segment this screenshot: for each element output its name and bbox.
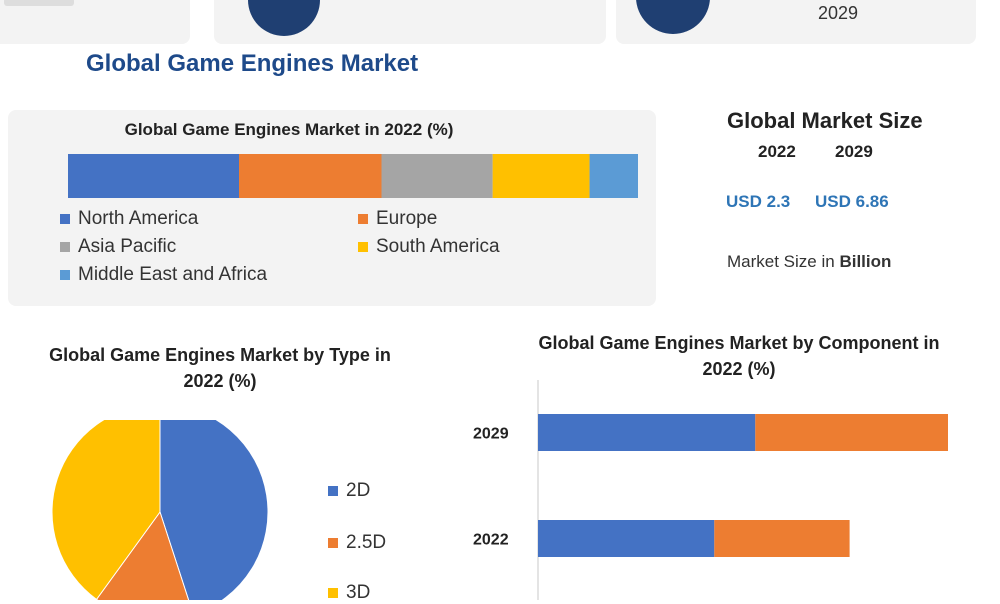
legend-label: Europe bbox=[376, 208, 438, 229]
legend-label: 2.5D bbox=[346, 532, 387, 553]
badge-circle-icon bbox=[636, 0, 710, 34]
component-bar-segment bbox=[714, 520, 850, 557]
region-bar-segment bbox=[381, 154, 493, 198]
component-category-label: 2022 bbox=[473, 532, 509, 549]
component-bar-segment bbox=[538, 414, 756, 451]
component-category-label: 2029 bbox=[473, 426, 509, 443]
type-chart-title: Global Game Engines Market by Type in 20… bbox=[49, 345, 391, 391]
market-size-year-2029: 2029 bbox=[835, 142, 873, 161]
component-bar-segment bbox=[755, 414, 948, 451]
legend-middle-east-africa: Middle East and Africa bbox=[60, 264, 267, 286]
legend-swatch bbox=[60, 270, 70, 280]
legend-europe: Europe bbox=[358, 208, 437, 230]
legend-2d: 2D bbox=[328, 480, 370, 502]
region-bar-segment bbox=[68, 154, 239, 198]
page-title: Global Game Engines Market bbox=[86, 50, 419, 77]
legend-label: Middle East and Africa bbox=[78, 264, 268, 285]
badge-circle-icon bbox=[248, 0, 320, 36]
legend-swatch bbox=[358, 214, 368, 224]
component-chart-title: Global Game Engines Market by Component … bbox=[538, 333, 940, 379]
market-size-value-2022: USD 2.3 bbox=[726, 192, 791, 211]
legend-north-america: North America bbox=[60, 208, 198, 230]
unit-prefix: Market Size in bbox=[727, 252, 840, 271]
region-bar-segment bbox=[492, 154, 590, 198]
region-bar-segment bbox=[239, 154, 382, 198]
legend-swatch bbox=[60, 242, 70, 252]
legend-asia-pacific: Asia Pacific bbox=[60, 236, 176, 258]
pie-slice bbox=[51, 420, 161, 600]
component-bar-chart: 2029 2022 bbox=[473, 380, 948, 600]
legend-swatch bbox=[328, 588, 338, 598]
legend-2-5d: 2.5D bbox=[328, 532, 386, 554]
component-bar-segment bbox=[538, 520, 715, 557]
header-card-right: 2029 bbox=[616, 0, 976, 44]
legend-label: 2D bbox=[346, 480, 371, 501]
legend-swatch bbox=[60, 214, 70, 224]
legend-label: North America bbox=[78, 208, 199, 229]
unit-value: Billion bbox=[839, 252, 892, 271]
legend-swatch bbox=[328, 538, 338, 548]
region-bar-segment bbox=[589, 154, 638, 198]
legend-south-america: South America bbox=[358, 236, 500, 258]
pie-slice bbox=[95, 510, 190, 600]
header-card-middle bbox=[214, 0, 606, 44]
legend-label: Asia Pacific bbox=[78, 236, 177, 257]
region-chart-title: Global Game Engines Market in 2022 (%) bbox=[124, 120, 454, 139]
region-panel: Global Game Engines Market in 2022 (%) N… bbox=[8, 110, 656, 306]
market-size-year-2022: 2022 bbox=[758, 142, 796, 161]
type-pie-chart bbox=[51, 420, 269, 600]
market-size-value-2029: USD 6.86 bbox=[815, 192, 889, 211]
header-year: 2029 bbox=[818, 3, 859, 23]
region-stacked-bar bbox=[68, 154, 638, 198]
legend-swatch bbox=[328, 486, 338, 496]
legend-swatch bbox=[358, 242, 368, 252]
legend-3d: 3D bbox=[328, 582, 370, 604]
header-card-left bbox=[0, 0, 190, 44]
pie-slice bbox=[159, 420, 269, 600]
market-size-title: Global Market Size bbox=[727, 108, 923, 133]
logo-fragment bbox=[4, 0, 74, 6]
legend-label: 3D bbox=[346, 582, 371, 603]
legend-label: South America bbox=[376, 236, 500, 257]
market-size-unit-note: Market Size in Billion bbox=[727, 252, 891, 272]
